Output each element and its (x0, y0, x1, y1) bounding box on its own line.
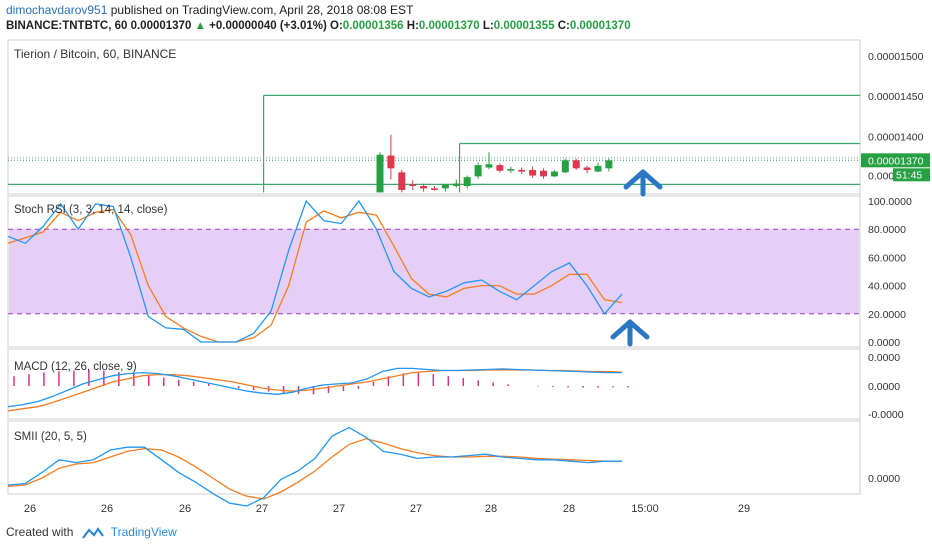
rsi-tick-label: 80.0000 (868, 224, 906, 236)
open-label: O: (330, 20, 343, 32)
change-up-icon: ▲ (194, 20, 206, 32)
candle-body (398, 172, 406, 190)
price-tick-label: 0.000 (868, 170, 894, 182)
last-price-badge-label: 0.00001370 (868, 155, 924, 167)
low-label: L: (482, 20, 494, 32)
smii-line (7, 426, 622, 507)
rsi-tick-label: 20.0000 (868, 309, 906, 321)
time-axis-label: 15:00 (631, 503, 659, 515)
smii-panel: 0.0000 (7, 426, 900, 507)
rsi-panel-title: Stoch RSI (3, 3, 14, 14, close) (14, 204, 168, 216)
smii-tick-label: 0.0000 (868, 473, 900, 485)
change-value: +0.00000040 (+3.01%) (209, 20, 327, 32)
macd-line (7, 367, 622, 408)
candle-body (431, 188, 438, 190)
countdown-label: 51:45 (896, 169, 922, 181)
time-axis-label: 27 (410, 503, 422, 515)
high-value: 0.00001370 (418, 20, 480, 32)
up-arrow-icon (623, 169, 663, 190)
open-value: 0.00001356 (342, 20, 404, 32)
candle-body (441, 184, 449, 189)
candle-body (376, 154, 384, 193)
macd-tick-label: 0.0000 (868, 352, 900, 364)
time-axis-label: 27 (256, 503, 268, 515)
macd-tick-label: 0.0000 (868, 381, 900, 393)
panel-frames (7, 39, 861, 495)
author-link[interactable]: dimochavdarov951 (6, 3, 108, 17)
footer: Created with TradingView (6, 525, 177, 539)
time-axis-label: 29 (738, 503, 750, 515)
last-price-badge (861, 153, 930, 168)
tradingview-logo-icon (82, 527, 104, 539)
time-axis: 26 26 26 27 27 27 28 28 15:00 29 (24, 503, 750, 515)
candle-body (463, 177, 471, 186)
tradingview-brand[interactable]: TradingView (110, 525, 177, 539)
candle-body (561, 160, 569, 173)
candle-body (594, 165, 602, 172)
time-axis-label: 26 (101, 503, 113, 515)
macd-signal-line (7, 369, 623, 412)
close-value: 0.00001370 (569, 20, 631, 32)
candle-body (452, 183, 460, 186)
time-axis-label: 26 (179, 503, 191, 515)
candle-body (529, 169, 537, 176)
price-tick-label: 0.00001450 (868, 91, 924, 103)
close-label: C: (557, 20, 570, 32)
last-price: 0.00001370 (130, 20, 192, 32)
price-tick-label: 0.00001500 (868, 51, 924, 63)
panel-border (7, 39, 861, 195)
candle-body (507, 169, 515, 171)
candle-body (409, 184, 417, 186)
candle-body (540, 170, 547, 177)
price-panel: 0.00001500 0.00001450 0.00001400 0.00001370… (8, 51, 930, 197)
candle-body (550, 171, 558, 177)
candle-body (605, 160, 613, 169)
candle-body (572, 160, 580, 169)
rsi-tick-label: 0.0000 (868, 337, 900, 349)
ohlc-line: BINANCE:TNTBTC, 60 0.00001370 ▲ +0.00000… (6, 20, 631, 32)
publish-line: dimochavdarov951 published on TradingVie… (6, 3, 413, 17)
up-arrow-icon (610, 319, 650, 340)
candle-body (474, 165, 482, 177)
stoch-k-line (7, 199, 623, 343)
price-tick-label: 0.00001400 (868, 131, 924, 143)
candle-body (496, 165, 504, 171)
stoch-rsi-panel: 100.0000 80.0000 60.0000 40.0000 20.0000 0.00… (7, 196, 912, 349)
time-axis-label: 27 (333, 503, 345, 515)
smii-signal-line (7, 438, 622, 500)
time-axis-label: 26 (24, 503, 36, 515)
time-axis-label: 28 (485, 503, 497, 515)
price-panel-title: Tierion / Bitcoin, 60, BINANCE (14, 47, 176, 61)
high-label: H: (406, 20, 419, 32)
rsi-tick-label: 100.0000 (868, 196, 912, 208)
publish-info: published on TradingView.com, April 28, … (110, 3, 414, 17)
stoch-d-line (7, 208, 623, 343)
candle-body (518, 169, 526, 172)
smii-panel-title: SMII (20, 5, 5) (14, 431, 87, 443)
low-value: 0.00001355 (493, 20, 555, 32)
macd-panel-title: MACD (12, 26, close, 9) (14, 361, 137, 373)
symbol-label: BINANCE:TNTBTC, 60 (6, 20, 128, 32)
overbought-oversold-band (9, 229, 859, 314)
time-axis-label: 28 (563, 503, 575, 515)
candle-body (420, 185, 428, 189)
countdown-badge (893, 168, 930, 182)
rsi-tick-label: 60.0000 (868, 252, 906, 264)
rsi-tick-label: 40.0000 (868, 281, 906, 293)
macd-panel: 0.0000 0.0000 -0.0000 (7, 352, 904, 421)
macd-tick-label: -0.0000 (868, 409, 904, 421)
candle-body (583, 167, 591, 170)
candle-body (387, 155, 395, 169)
created-with-label: Created with (6, 525, 74, 539)
candle-body (485, 164, 493, 168)
